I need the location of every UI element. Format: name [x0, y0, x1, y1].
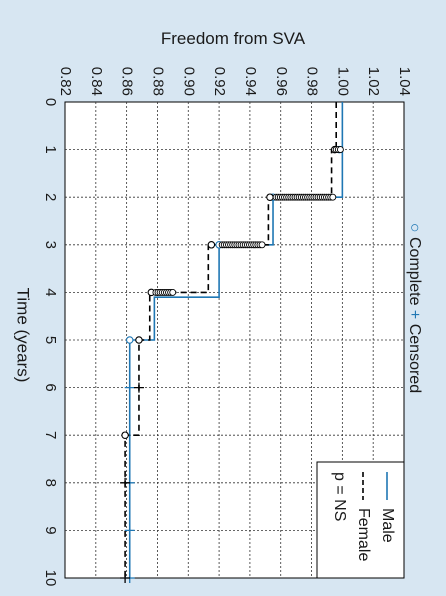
x-tick-label: 8: [42, 479, 59, 487]
marker-legend-symbol: ○: [406, 223, 423, 237]
y-tick-label: 0.82: [57, 67, 74, 96]
y-tick-label: 1.04: [396, 67, 413, 96]
censored-marker: [120, 477, 131, 488]
x-tick-label: 5: [42, 336, 59, 344]
censored-cluster-marker: [169, 288, 177, 296]
complete-event-marker: [135, 336, 143, 344]
marker-legend: ○ Complete + Censored: [406, 223, 423, 393]
x-axis-label: Time (years): [14, 288, 33, 383]
censored-marker: [124, 525, 135, 536]
censored-marker: [124, 382, 135, 393]
legend: ○ Complete + Censored Male Female p = NS: [316, 223, 423, 579]
y-tick-label: 0.90: [180, 67, 197, 96]
x-tick-label: 9: [42, 526, 59, 534]
y-tick-label: 0.84: [88, 67, 105, 96]
x-tick-label: 0: [42, 98, 59, 106]
complete-event-marker: [125, 336, 134, 344]
x-tick-label: 6: [42, 383, 59, 391]
x-tick-label: 3: [42, 241, 59, 249]
x-tick-label: 10: [42, 570, 59, 587]
y-tick-label: 0.88: [149, 67, 166, 96]
x-tick-label: 2: [42, 193, 59, 201]
complete-event-marker: [207, 241, 216, 249]
label-layer: 0.82 0.84 0.86 0.88 0.90 0.92 0.94 0.96 0.98 1.00…: [14, 29, 414, 586]
y-tick-label: 1.00: [334, 67, 351, 96]
y-tick-label: 0.96: [273, 67, 290, 96]
censored-cluster-marker: [336, 146, 344, 154]
legend-label-male: Male: [379, 508, 396, 543]
censored-marker: [120, 573, 131, 583]
censored-cluster-marker: [329, 193, 337, 201]
y-tick-label: 0.86: [119, 67, 136, 96]
y-tick-label: 0.92: [211, 67, 228, 96]
complete-event-marker: [121, 431, 129, 439]
marker-legend-label: Complete: [406, 237, 423, 306]
series-legend-box: [316, 461, 405, 579]
censored-cluster-marker: [258, 241, 266, 249]
x-tick-label: 1: [42, 145, 59, 153]
marker-legend-label: Censored: [406, 324, 423, 393]
y-tick-label: 1.02: [365, 67, 382, 96]
complete-event-marker: [266, 193, 274, 201]
legend-annotation: p = NS: [331, 472, 348, 521]
x-tick-label: 7: [42, 431, 59, 439]
censored-marker: [133, 382, 144, 393]
chart-title: Freedom from SVA: [161, 29, 306, 48]
marker-layer: [120, 145, 344, 583]
y-tick-label: 0.98: [304, 67, 321, 96]
series-line-female: [124, 102, 337, 578]
x-tick-label: 4: [42, 288, 59, 296]
legend-label-female: Female: [355, 508, 372, 561]
y-tick-label: 0.94: [242, 67, 259, 96]
marker-legend-symbol: +: [406, 305, 423, 323]
